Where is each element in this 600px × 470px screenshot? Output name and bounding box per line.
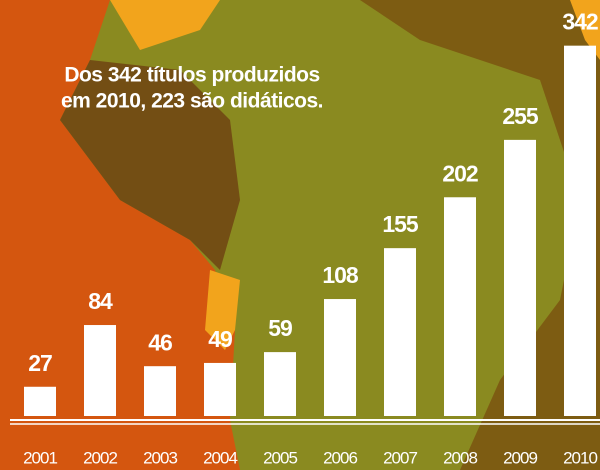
bar: [564, 45, 596, 417]
bar: [84, 325, 116, 416]
value-label: 108: [322, 262, 359, 288]
map-accent: [570, 0, 600, 60]
value-label: 342: [562, 9, 598, 35]
bar: [504, 139, 536, 416]
bar: [264, 352, 296, 416]
annotation: Dos 342 títulos produzidos: [64, 64, 319, 87]
x-tick-label: 2003: [143, 448, 177, 467]
x-tick-label: 2009: [503, 448, 537, 467]
bar: [204, 362, 236, 416]
x-tick-label: 2010: [563, 448, 597, 467]
bar: [324, 299, 356, 416]
x-tick-label: 2007: [383, 448, 417, 467]
value-label: 49: [208, 326, 232, 352]
value-label: 202: [442, 160, 478, 186]
value-label: 27: [28, 350, 52, 376]
bar: [24, 386, 56, 416]
map-accent: [110, 0, 220, 50]
bar: [444, 197, 476, 416]
x-tick-label: 2005: [263, 448, 297, 467]
x-tick-label: 2008: [443, 448, 477, 467]
map-region-dark: [360, 0, 600, 470]
value-label: 59: [268, 315, 292, 341]
value-label: 155: [382, 211, 419, 237]
annotation: em 2010, 223 são didáticos.: [61, 90, 323, 113]
value-label: 46: [148, 329, 172, 355]
value-label: 84: [88, 288, 113, 314]
x-tick-label: 2006: [323, 448, 357, 467]
x-tick-label: 2002: [83, 448, 117, 467]
value-label: 255: [502, 103, 539, 129]
map-accent: [205, 270, 240, 350]
bar: [144, 366, 176, 416]
bar: [384, 248, 416, 416]
x-tick-label: 2004: [203, 448, 237, 467]
map-shadow: [60, 60, 240, 270]
x-tick-label: 2001: [23, 448, 57, 467]
